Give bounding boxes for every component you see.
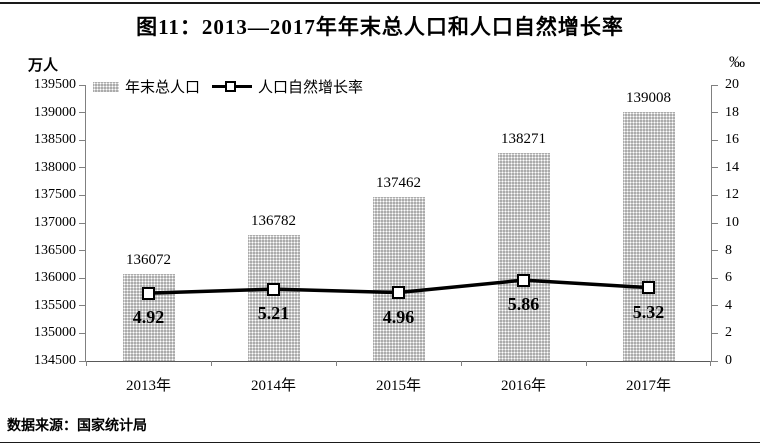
x-axis-tick: [585, 361, 587, 366]
bar-value-label: 136072: [126, 252, 171, 269]
y-axis-label-right: 10: [725, 215, 739, 230]
y-axis-tick-left: [79, 167, 86, 169]
y-axis-tick-left: [79, 332, 86, 334]
y-axis-tick-left: [79, 139, 86, 141]
y-axis-tick-right: [711, 222, 718, 224]
chart-title: 图11：2013—2017年年末总人口和人口自然增长率: [136, 15, 624, 39]
line-marker: [142, 286, 155, 300]
y-axis-tick-right: [711, 112, 718, 114]
legend-label-growth-rate: 人口自然增长率: [258, 80, 364, 96]
y-axis-label-right: 12: [725, 187, 739, 203]
y-axis-tick-left: [79, 222, 86, 224]
y-axis-tick-right: [711, 305, 718, 307]
line-marker: [392, 286, 405, 300]
bar-2015年: [372, 197, 425, 361]
x-axis-category-label: 2014年: [250, 378, 296, 394]
y-axis-tick-left: [79, 84, 86, 86]
rate-value-label: 5.32: [632, 301, 665, 322]
y-axis-label-left: 138000: [34, 159, 76, 175]
y-axis-label-right: 6: [725, 270, 732, 286]
legend-label-population: 年末总人口: [125, 80, 201, 96]
y-axis-label-right: 20: [725, 77, 739, 92]
line-marker-icon: [212, 80, 253, 93]
y-axis-label-right: 16: [725, 132, 739, 148]
y-axis-label-left: 139500: [34, 77, 76, 92]
x-axis-category-label: 2013年: [125, 378, 171, 394]
legend: 年末总人口 人口自然增长率: [93, 76, 363, 97]
y-axis-label-left: 135500: [34, 297, 76, 313]
y-axis-label-left: 136500: [34, 242, 76, 258]
y-axis-label-right: 4: [725, 297, 732, 313]
bar-2013年: [122, 274, 175, 361]
y-axis-label-left: 137500: [34, 187, 76, 203]
y-axis-tick-right: [711, 139, 718, 141]
y-axis-label-left: 139000: [34, 104, 76, 120]
x-axis-category-label: 2016年: [500, 378, 546, 394]
bar-value-label: 136782: [251, 213, 296, 230]
line-marker: [267, 282, 280, 296]
bar-swatch-icon: [93, 81, 119, 92]
legend-square-marker-icon: [225, 81, 237, 92]
plot-area: 年末总人口 人口自然增长率 134500 135000 135500 136000 13…: [34, 77, 739, 394]
x-axis-tick: [85, 361, 87, 366]
left-axis-unit: 万人: [28, 58, 59, 74]
y-axis-label-left: 137000: [34, 215, 76, 230]
y-axis-tick-left: [79, 360, 86, 362]
y-axis-label-left: 136000: [34, 270, 76, 286]
y-axis-label-right: 18: [725, 104, 739, 120]
y-axis-tick-left: [79, 305, 86, 307]
y-axis-tick-right: [711, 360, 718, 362]
x-axis-category-label: 2017年: [625, 378, 671, 394]
bar-value-label: 138271: [501, 130, 546, 147]
x-axis-tick: [460, 361, 462, 366]
legend-item-growth-rate: 人口自然增长率: [212, 76, 363, 97]
y-axis-tick-left: [79, 112, 86, 114]
bar-2016年: [497, 152, 550, 361]
rate-value-label: 4.92: [132, 307, 165, 328]
right-axis-unit: ‰: [729, 54, 745, 71]
legend-item-population: 年末总人口: [93, 76, 200, 97]
y-axis-tick-right: [711, 167, 718, 169]
y-axis-tick-right: [711, 194, 718, 196]
rate-value-label: 5.21: [257, 303, 290, 324]
y-axis-label-right: 8: [725, 242, 732, 258]
line-marker: [642, 281, 655, 295]
bar-2017年: [622, 112, 675, 361]
y-axis-label-left: 134500: [34, 353, 76, 368]
data-source: 数据来源：国家统计局: [7, 417, 147, 433]
y-axis-tick-right: [711, 84, 718, 86]
x-axis-category-label: 2015年: [375, 378, 421, 394]
bar-value-label: 139008: [626, 90, 671, 107]
rate-value-label: 5.86: [507, 294, 540, 315]
y-axis-tick-right: [711, 250, 718, 252]
y-axis-tick-left: [79, 194, 86, 196]
top-rule: [0, 2, 760, 4]
y-axis-label-right: 14: [725, 159, 739, 175]
x-axis-tick: [709, 361, 711, 366]
y-axis-tick-right: [711, 277, 718, 279]
y-axis-label-right: 0: [725, 353, 732, 368]
y-axis-tick-left: [79, 250, 86, 252]
x-axis-tick: [210, 361, 212, 366]
y-axis-label-right: 2: [725, 325, 732, 341]
rate-value-label: 4.96: [382, 306, 415, 327]
x-axis-tick: [335, 361, 337, 366]
bar-value-label: 137462: [376, 175, 421, 192]
line-marker: [517, 273, 530, 287]
y-axis-label-left: 138500: [34, 132, 76, 148]
bottom-rule: [0, 442, 760, 443]
bar-2014年: [247, 235, 300, 361]
y-axis-label-left: 135000: [34, 325, 76, 341]
y-axis-tick-right: [711, 332, 718, 334]
y-axis-tick-left: [79, 277, 86, 279]
